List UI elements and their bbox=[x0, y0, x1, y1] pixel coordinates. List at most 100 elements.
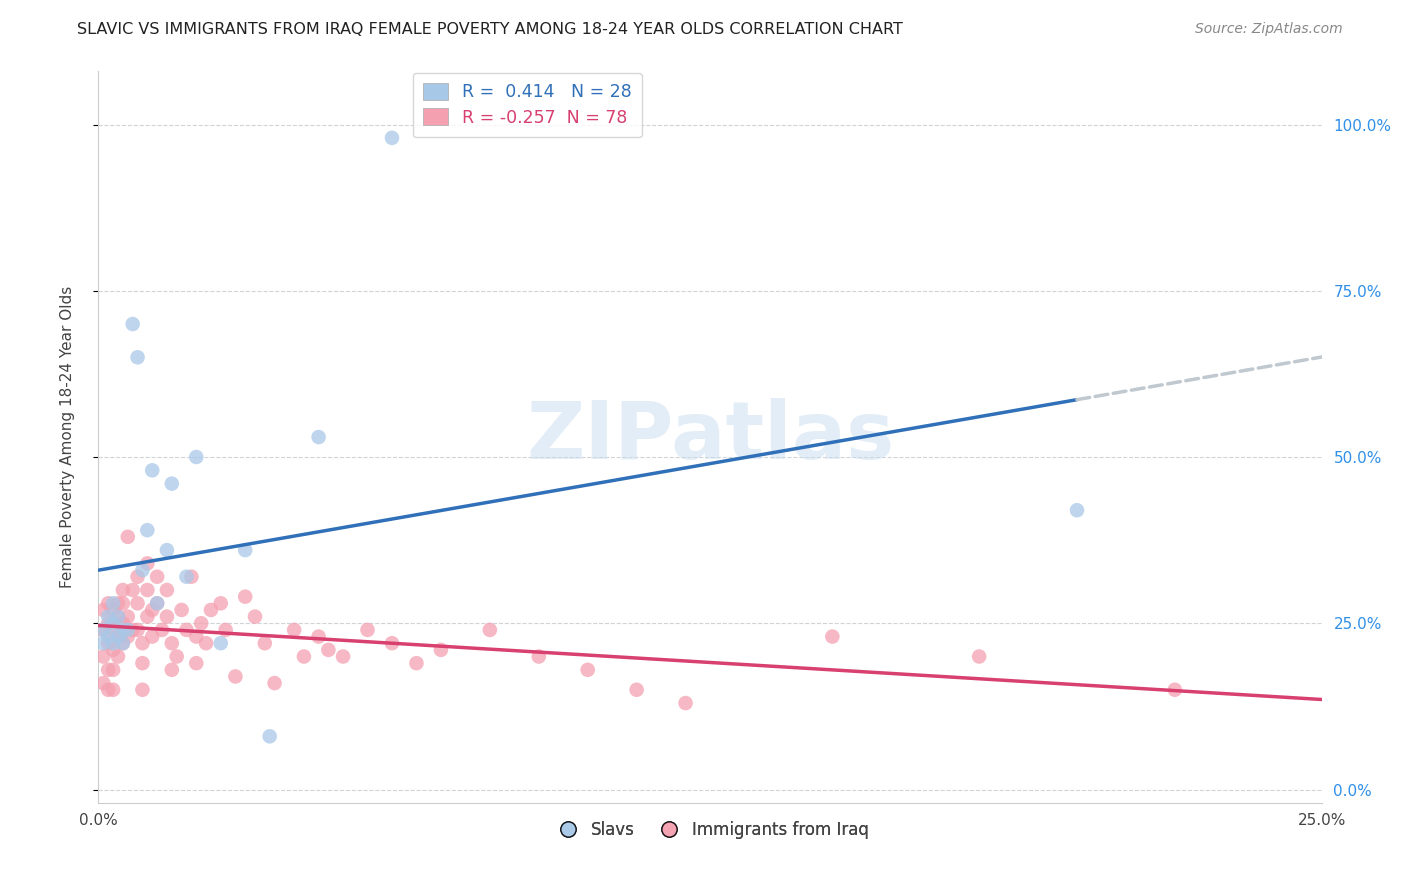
Point bbox=[141, 463, 163, 477]
Point bbox=[166, 649, 188, 664]
Point bbox=[91, 636, 114, 650]
Point bbox=[576, 663, 599, 677]
Point bbox=[180, 570, 202, 584]
Point bbox=[150, 623, 173, 637]
Point bbox=[308, 430, 330, 444]
Point bbox=[111, 582, 134, 597]
Point bbox=[675, 696, 697, 710]
Point bbox=[156, 582, 179, 597]
Y-axis label: Female Poverty Among 18-24 Year Olds: Female Poverty Among 18-24 Year Olds bbox=[60, 286, 75, 588]
Point bbox=[214, 623, 236, 637]
Point bbox=[121, 317, 143, 331]
Point bbox=[136, 609, 159, 624]
Point bbox=[117, 609, 139, 624]
Point bbox=[332, 649, 354, 664]
Point bbox=[170, 603, 193, 617]
Point bbox=[160, 476, 183, 491]
Point bbox=[478, 623, 501, 637]
Point bbox=[101, 603, 124, 617]
Point bbox=[97, 630, 120, 644]
Point bbox=[111, 636, 134, 650]
Point bbox=[111, 636, 134, 650]
Point bbox=[97, 609, 120, 624]
Point bbox=[243, 609, 266, 624]
Point bbox=[821, 630, 844, 644]
Point bbox=[107, 649, 129, 664]
Point bbox=[146, 596, 169, 610]
Point bbox=[626, 682, 648, 697]
Point bbox=[111, 623, 134, 637]
Point bbox=[259, 729, 281, 743]
Point bbox=[131, 636, 153, 650]
Point bbox=[97, 663, 120, 677]
Point bbox=[91, 676, 114, 690]
Point bbox=[117, 630, 139, 644]
Point bbox=[127, 570, 149, 584]
Point bbox=[107, 596, 129, 610]
Point bbox=[91, 649, 114, 664]
Point bbox=[117, 623, 139, 637]
Text: SLAVIC VS IMMIGRANTS FROM IRAQ FEMALE POVERTY AMONG 18-24 YEAR OLDS CORRELATION : SLAVIC VS IMMIGRANTS FROM IRAQ FEMALE PO… bbox=[77, 22, 903, 37]
Point bbox=[111, 616, 134, 631]
Point bbox=[141, 603, 163, 617]
Point bbox=[233, 590, 256, 604]
Point bbox=[107, 609, 129, 624]
Point bbox=[91, 603, 114, 617]
Point bbox=[101, 623, 124, 637]
Point bbox=[127, 351, 149, 365]
Point bbox=[381, 131, 404, 145]
Point bbox=[233, 543, 256, 558]
Point bbox=[176, 570, 198, 584]
Point bbox=[381, 636, 404, 650]
Point bbox=[107, 630, 129, 644]
Point bbox=[308, 630, 330, 644]
Point bbox=[136, 557, 159, 571]
Point bbox=[200, 603, 222, 617]
Point bbox=[101, 663, 124, 677]
Point bbox=[141, 630, 163, 644]
Point bbox=[91, 623, 114, 637]
Point bbox=[967, 649, 990, 664]
Point bbox=[121, 582, 143, 597]
Point bbox=[186, 630, 208, 644]
Point bbox=[146, 570, 169, 584]
Point bbox=[186, 656, 208, 670]
Point bbox=[195, 636, 218, 650]
Point bbox=[97, 682, 120, 697]
Point bbox=[131, 563, 153, 577]
Point bbox=[101, 596, 124, 610]
Point bbox=[101, 643, 124, 657]
Point bbox=[156, 543, 179, 558]
Point bbox=[91, 623, 114, 637]
Point bbox=[131, 682, 153, 697]
Point bbox=[527, 649, 550, 664]
Point bbox=[209, 596, 232, 610]
Point bbox=[101, 616, 124, 631]
Point bbox=[101, 636, 124, 650]
Point bbox=[1066, 503, 1088, 517]
Point bbox=[186, 450, 208, 464]
Point bbox=[117, 530, 139, 544]
Point bbox=[107, 630, 129, 644]
Point bbox=[136, 523, 159, 537]
Point bbox=[97, 616, 120, 631]
Point bbox=[160, 636, 183, 650]
Point bbox=[263, 676, 285, 690]
Point bbox=[136, 582, 159, 597]
Point bbox=[146, 596, 169, 610]
Point bbox=[209, 636, 232, 650]
Point bbox=[160, 663, 183, 677]
Point bbox=[156, 609, 179, 624]
Point bbox=[1164, 682, 1187, 697]
Point bbox=[107, 609, 129, 624]
Point bbox=[224, 669, 246, 683]
Point bbox=[127, 623, 149, 637]
Point bbox=[97, 596, 120, 610]
Point bbox=[111, 596, 134, 610]
Point bbox=[190, 616, 212, 631]
Point bbox=[131, 656, 153, 670]
Point bbox=[101, 682, 124, 697]
Point bbox=[405, 656, 427, 670]
Point bbox=[292, 649, 315, 664]
Point bbox=[253, 636, 276, 650]
